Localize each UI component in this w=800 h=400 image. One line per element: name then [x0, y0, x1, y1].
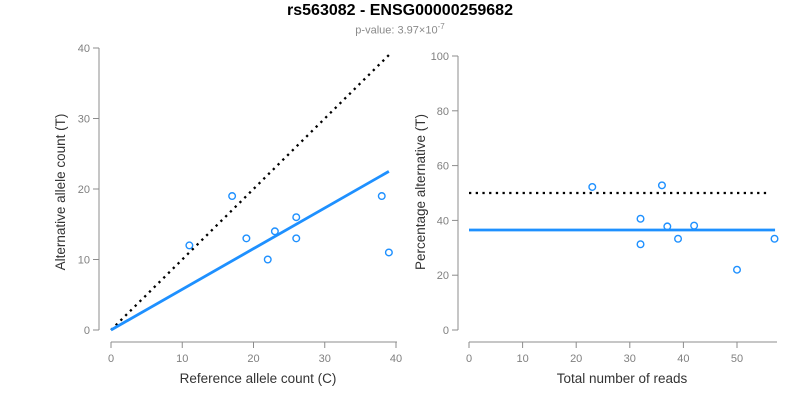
- y-tick-label: 0: [443, 325, 449, 337]
- x-tick-label: 50: [731, 353, 743, 365]
- data-point: [292, 234, 301, 243]
- data-point: [636, 214, 645, 223]
- data-point: [770, 234, 779, 243]
- allele-count-scatter-plot: 0 10 20 30 40 0 10 20 30 40 Reference allele count…: [53, 43, 402, 386]
- x-axis-label: Total number of reads: [557, 371, 688, 386]
- data-point: [292, 213, 301, 222]
- y-tick-label: 0: [84, 325, 90, 337]
- x-tick-label: 10: [176, 353, 188, 365]
- data-point: [690, 221, 699, 230]
- pvalue-mantissa: 3.97×10: [397, 24, 438, 37]
- x-tick-label: 20: [247, 353, 259, 365]
- x-tick-label: 0: [466, 353, 472, 365]
- data-point: [674, 234, 683, 243]
- pvalue-exponent: -7: [437, 22, 445, 31]
- data-point: [657, 181, 666, 190]
- x-tick-label: 10: [516, 353, 528, 365]
- y-axis-label: Percentage alternative (T): [413, 114, 428, 270]
- data-point: [733, 265, 742, 274]
- data-point: [263, 255, 272, 264]
- y-tick-label: 80: [437, 106, 449, 118]
- y-tick-label: 20: [78, 184, 90, 196]
- data-point: [588, 182, 597, 191]
- x-tick-label: 0: [108, 353, 114, 365]
- y-axis-label: Alternative allele count (T): [53, 114, 68, 271]
- y-tick-label: 40: [78, 43, 90, 55]
- data-point: [377, 192, 386, 201]
- y-tick-label: 60: [437, 161, 449, 173]
- x-tick-label: 40: [390, 353, 402, 365]
- plot-title: rs563082 - ENSG00000259682: [287, 2, 513, 19]
- y-tick-label: 40: [437, 215, 449, 227]
- data-point: [270, 227, 279, 236]
- x-axis-label: Reference allele count (C): [180, 371, 337, 386]
- percentage-reads-scatter-plot: 0 10 20 30 40 50 0 20 40 60 80 100 Total number of r…: [413, 51, 779, 386]
- identity-line: [110, 54, 390, 331]
- x-tick-label: 20: [570, 353, 582, 365]
- pvalue-label: p-value:: [355, 24, 398, 37]
- y-tick-label: 20: [437, 270, 449, 282]
- y-tick-label: 10: [78, 255, 90, 267]
- x-tick-label: 30: [624, 353, 636, 365]
- fit-line: [110, 170, 390, 332]
- data-point: [636, 240, 645, 249]
- x-tick-label: 40: [677, 353, 689, 365]
- data-point: [663, 222, 672, 231]
- data-point: [384, 248, 393, 257]
- x-tick-label: 30: [319, 353, 331, 365]
- data-point: [185, 241, 194, 250]
- y-tick-label: 30: [78, 114, 90, 126]
- data-point: [228, 192, 237, 201]
- data-point: [242, 234, 251, 243]
- y-tick-label: 100: [431, 51, 449, 63]
- plot-subtitle: p-value: 3.97×10-7: [0, 22, 800, 37]
